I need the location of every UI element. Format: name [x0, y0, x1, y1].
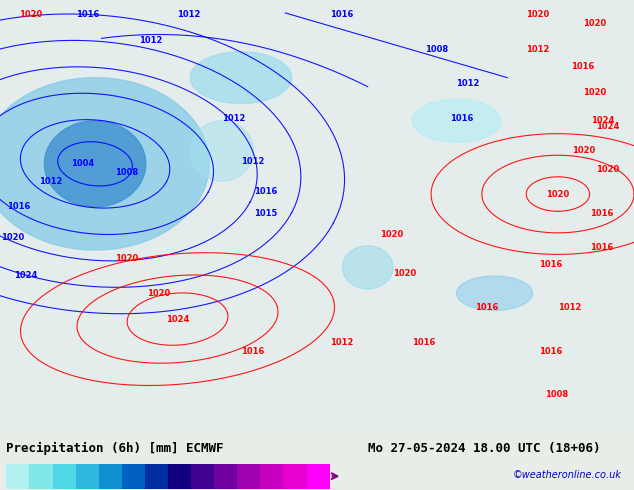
Text: 1008: 1008 — [545, 390, 568, 399]
Text: 1024: 1024 — [166, 315, 189, 323]
Polygon shape — [0, 77, 209, 250]
Text: 1012: 1012 — [558, 303, 581, 313]
Bar — [261, 464, 283, 489]
Text: Mo 27-05-2024 18.00 UTC (18+06): Mo 27-05-2024 18.00 UTC (18+06) — [368, 442, 600, 455]
Text: 1016: 1016 — [590, 243, 613, 252]
Text: 1020: 1020 — [572, 147, 595, 155]
Text: 1024: 1024 — [14, 271, 37, 280]
Text: 1016: 1016 — [539, 346, 562, 356]
Text: 1016: 1016 — [450, 114, 474, 122]
Bar — [237, 464, 261, 489]
Text: 1020: 1020 — [380, 230, 404, 239]
Bar — [29, 464, 53, 489]
Polygon shape — [190, 121, 254, 181]
Text: ©weatheronline.co.uk: ©weatheronline.co.uk — [512, 470, 621, 480]
Bar — [53, 464, 75, 489]
Text: 1020: 1020 — [583, 88, 607, 97]
Text: 1016: 1016 — [330, 10, 353, 19]
Text: 1008: 1008 — [115, 168, 138, 177]
Polygon shape — [342, 246, 393, 289]
Text: Precipitation (6h) [mm] ECMWF: Precipitation (6h) [mm] ECMWF — [6, 442, 224, 455]
Polygon shape — [44, 121, 146, 207]
Polygon shape — [190, 52, 292, 103]
Text: 1020: 1020 — [115, 254, 138, 263]
Text: 1004: 1004 — [71, 159, 94, 169]
Text: 1024: 1024 — [591, 116, 614, 125]
Polygon shape — [412, 99, 501, 142]
Bar — [99, 464, 122, 489]
Polygon shape — [456, 276, 533, 311]
Text: 1016: 1016 — [8, 202, 30, 212]
Text: 1020: 1020 — [547, 190, 569, 198]
Bar — [75, 464, 99, 489]
Text: 1020: 1020 — [583, 19, 607, 28]
Text: 1016: 1016 — [590, 209, 613, 218]
Bar — [214, 464, 237, 489]
Bar — [145, 464, 168, 489]
Text: 1012: 1012 — [241, 157, 264, 166]
Text: 1015: 1015 — [254, 209, 277, 218]
Bar — [307, 464, 330, 489]
Text: 1016: 1016 — [476, 303, 499, 313]
Text: 1012: 1012 — [178, 10, 201, 19]
Text: 1012: 1012 — [330, 338, 353, 347]
Text: 1020: 1020 — [19, 10, 42, 19]
Text: 1016: 1016 — [241, 346, 264, 356]
Text: 1020: 1020 — [393, 269, 417, 278]
Bar — [283, 464, 307, 489]
Bar — [122, 464, 145, 489]
Text: 1008: 1008 — [425, 45, 448, 54]
Text: 1012: 1012 — [222, 114, 245, 122]
Text: 1012: 1012 — [456, 79, 480, 88]
Text: 1024: 1024 — [596, 122, 619, 131]
Text: 1016: 1016 — [539, 260, 562, 270]
Bar — [168, 464, 191, 489]
Text: 1016: 1016 — [254, 187, 277, 196]
Text: 1012: 1012 — [526, 45, 550, 54]
Text: 1020: 1020 — [1, 233, 24, 242]
Text: 1020: 1020 — [147, 289, 170, 298]
Text: 1016: 1016 — [412, 338, 436, 347]
Text: 1012: 1012 — [39, 176, 62, 186]
Text: 1012: 1012 — [139, 36, 163, 45]
Text: 1016: 1016 — [76, 10, 100, 19]
Text: 1016: 1016 — [571, 62, 594, 71]
Text: 1020: 1020 — [596, 166, 619, 174]
Text: 1020: 1020 — [526, 10, 550, 19]
Bar — [6, 464, 29, 489]
Bar — [191, 464, 214, 489]
